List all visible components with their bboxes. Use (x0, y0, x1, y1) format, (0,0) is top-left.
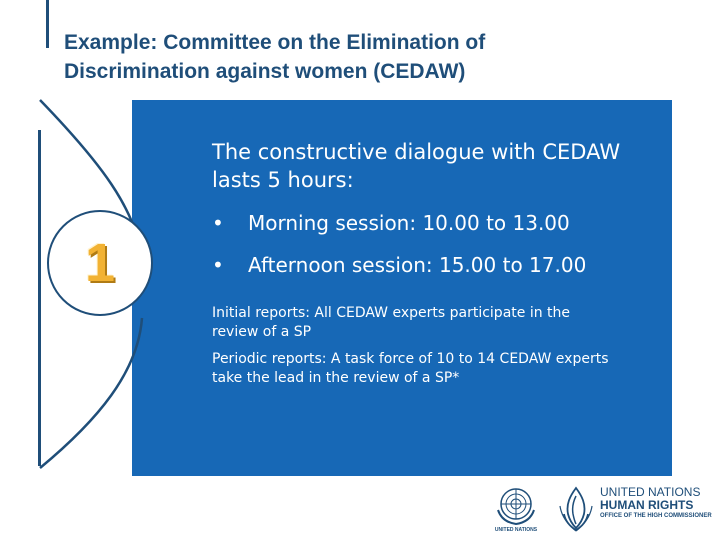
ohchr-line-3: OFFICE OF THE HIGH COMMISSIONER (600, 513, 712, 519)
note1-line-1: Initial reports: All CEDAW experts parti… (212, 305, 571, 321)
periodic-reports-note: Periodic reports: A task force of 10 to … (212, 350, 672, 388)
step-number: 1 (84, 233, 116, 293)
ohchr-line-1: UNITED NATIONS (600, 485, 701, 499)
ohchr-line-2: HUMAN RIGHTS (600, 498, 694, 512)
title-line-1: Example: Committee on the Elimination of (64, 31, 486, 54)
panel-content: The constructive dialogue with CEDAW las… (212, 138, 672, 396)
bullet-icon: • (212, 211, 224, 235)
session-afternoon: Afternoon session: 15.00 to 17.00 (248, 253, 587, 277)
bullet-icon: • (212, 253, 224, 277)
ohchr-wordmark: UNITED NATIONS HUMAN RIGHTS OFFICE OF TH… (600, 486, 712, 521)
session-morning: Morning session: 10.00 to 13.00 (248, 211, 570, 235)
note2-line-2: take the lead in the review of a SP* (212, 370, 460, 386)
note1-line-2: review of a SP (212, 324, 312, 340)
un-caption: UNITED NATIONS (494, 527, 538, 533)
intro-text: The constructive dialogue with CEDAW las… (212, 138, 672, 194)
intro-line-1: The constructive dialogue with CEDAW (212, 140, 621, 164)
left-accent-bar (38, 130, 41, 466)
un-emblem-icon (497, 488, 535, 526)
session-list: • Morning session: 10.00 to 13.00 • Afte… (212, 210, 672, 278)
intro-line-2: lasts 5 hours: (212, 168, 354, 192)
title-line-2: Discrimination against women (CEDAW) (64, 60, 466, 83)
ohchr-emblem-icon (559, 486, 593, 532)
content-panel (132, 100, 672, 476)
list-item: • Afternoon session: 15.00 to 17.00 (212, 252, 672, 278)
title-accent-bar (46, 0, 49, 48)
footer-logos: UNITED NATIONS UNITED NATIONS HUMAN RIGH… (492, 484, 712, 534)
step-badge (47, 210, 153, 316)
slide-title: Example: Committee on the Elimination of… (64, 28, 664, 86)
list-item: • Morning session: 10.00 to 13.00 (212, 210, 672, 236)
initial-reports-note: Initial reports: All CEDAW experts parti… (212, 304, 672, 342)
note2-line-1: Periodic reports: A task force of 10 to … (212, 351, 609, 367)
